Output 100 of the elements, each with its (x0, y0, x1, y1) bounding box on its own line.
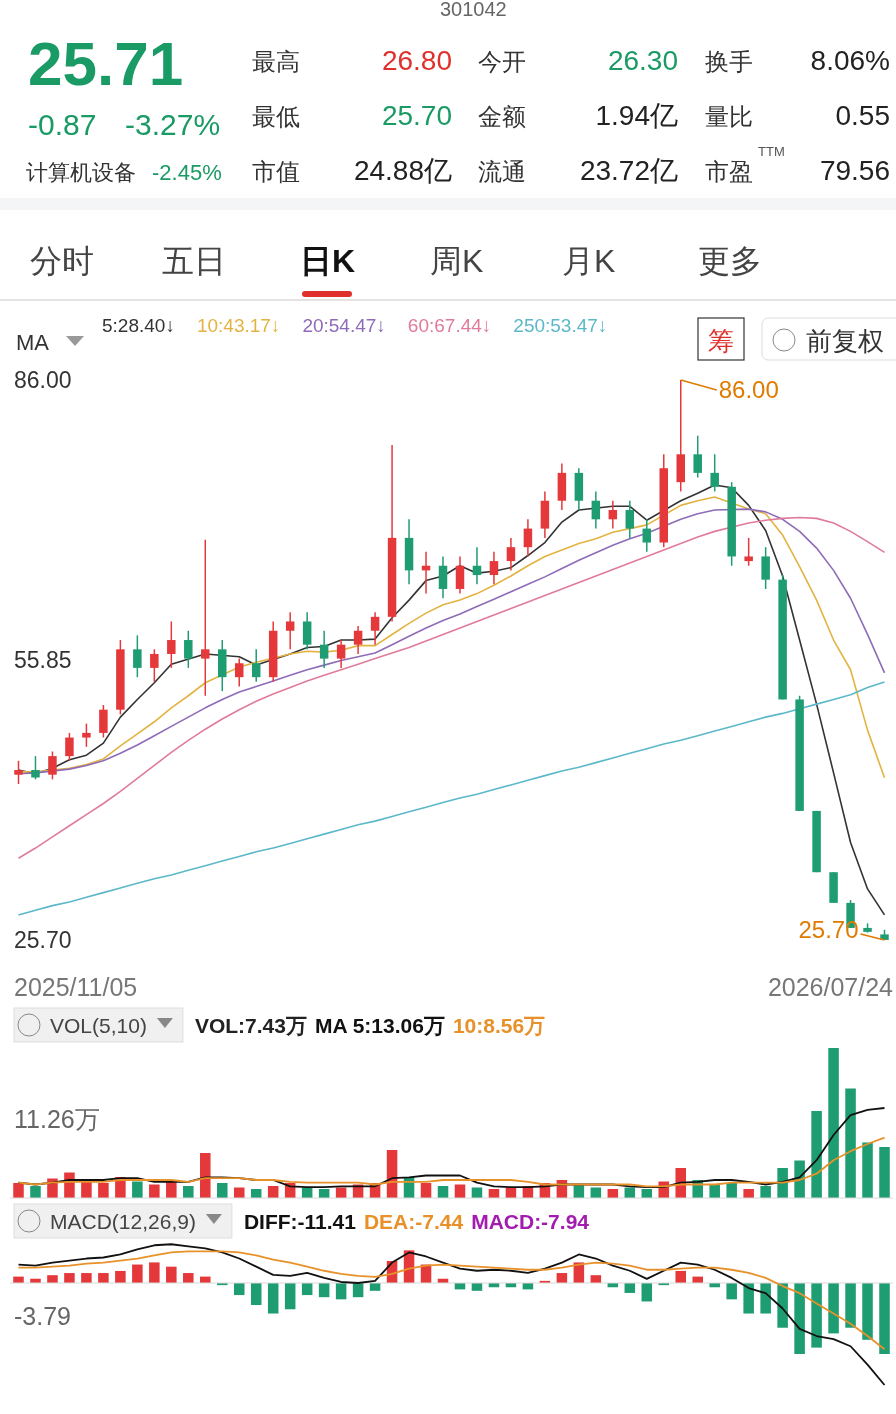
bar (828, 1048, 839, 1198)
bar (675, 1270, 686, 1283)
bar (794, 1283, 805, 1354)
text: 市值 (252, 158, 300, 185)
text: MA 5:13.06万 (314, 1014, 445, 1037)
legend-title: VOL(5,10) (50, 1014, 147, 1037)
candlestick (761, 546, 770, 590)
candlestick (744, 537, 753, 567)
bar (811, 1283, 822, 1348)
text: 20:54.47↓ (302, 315, 386, 336)
text: 24.88亿 (353, 155, 452, 186)
text: 分时 (30, 243, 94, 279)
text: 0.55 (835, 100, 890, 131)
text: 2026/07/24 (767, 973, 894, 1001)
candlestick (455, 555, 465, 595)
bar (726, 1283, 737, 1300)
candlestick (608, 499, 618, 530)
bar (709, 1184, 720, 1198)
annotation: -3.79 (14, 1302, 71, 1330)
text: 60:67.44↓ (407, 315, 492, 336)
candlestick (489, 551, 499, 586)
bar (200, 1153, 211, 1198)
candlestick (591, 490, 601, 530)
candlestick (353, 625, 363, 655)
text: 月K (562, 243, 616, 279)
text: 79.56 (819, 155, 890, 186)
candlestick (48, 750, 57, 781)
bar (132, 1264, 143, 1283)
text: 250:53.47↓ (513, 315, 608, 336)
text: 301042 (440, 0, 507, 20)
bar (250, 1283, 262, 1306)
bar (81, 1273, 92, 1283)
bar (183, 1273, 194, 1283)
candlestick (65, 732, 74, 762)
line-series (17, 516, 886, 860)
bar (30, 1186, 41, 1198)
bar (862, 1142, 873, 1198)
candlestick (31, 755, 40, 781)
text: 换手 (705, 48, 753, 75)
text: 26.30 (607, 45, 678, 76)
candlestick (336, 639, 346, 669)
text: 5:28.40↓ (102, 315, 175, 336)
bar (777, 1168, 788, 1198)
candlestick (319, 630, 329, 669)
text: 筹 (708, 326, 734, 356)
candlestick (14, 760, 23, 785)
bar (149, 1262, 160, 1283)
bar (879, 1147, 890, 1198)
candlestick (710, 453, 719, 493)
text: 五日 (162, 243, 226, 279)
text: 前复权 (806, 326, 884, 356)
candlestick (201, 538, 210, 697)
bar (862, 1283, 873, 1340)
candlestick (251, 648, 261, 683)
candlestick (285, 611, 295, 651)
candlestick (235, 657, 244, 688)
bar (845, 1283, 856, 1328)
text: 计算机设备 (26, 160, 136, 185)
candlestick (184, 630, 193, 669)
bar (743, 1283, 754, 1314)
candlestick (370, 611, 380, 646)
candlestick (438, 555, 448, 599)
candlestick (99, 704, 108, 739)
text: 流通 (478, 158, 526, 185)
text: 25.70 (381, 100, 452, 131)
annotation: 86.00 (718, 376, 779, 403)
text: 最低 (252, 103, 300, 130)
candlestick (82, 722, 91, 748)
text: 23.72亿 (579, 155, 678, 186)
bar (132, 1181, 143, 1198)
bar (879, 1283, 890, 1354)
candlestick (693, 434, 702, 479)
candlestick (642, 518, 652, 553)
bar (115, 1270, 126, 1283)
legend-title: MA (16, 330, 50, 355)
bar (98, 1183, 109, 1198)
annotation: 25.70 (798, 916, 859, 943)
candlestick (133, 634, 142, 678)
series-label: DEA:-7.44 (363, 1210, 464, 1233)
candlestick (150, 648, 159, 683)
bar (149, 1184, 160, 1198)
candlestick (167, 620, 176, 669)
text: 25.71 (28, 29, 184, 98)
bar (233, 1283, 245, 1296)
bar (284, 1283, 296, 1310)
bar (267, 1283, 279, 1314)
text: 10:8.56万 (452, 1014, 546, 1037)
text: 金额 (478, 103, 526, 130)
y-tick-label: 55.85 (14, 647, 72, 673)
bar (675, 1168, 686, 1198)
candlestick (472, 546, 482, 586)
text: 8.06% (810, 45, 890, 76)
text: 市盈 (705, 158, 753, 185)
text: MACD:-7.94 (471, 1210, 590, 1233)
text: 周K (430, 243, 484, 279)
bar (811, 1111, 822, 1198)
legend-title: MACD(12,26,9) (50, 1210, 196, 1233)
text: 26.80 (381, 45, 452, 76)
series-label: DIFF:-11.41 (243, 1210, 357, 1233)
candlestick (506, 537, 516, 572)
